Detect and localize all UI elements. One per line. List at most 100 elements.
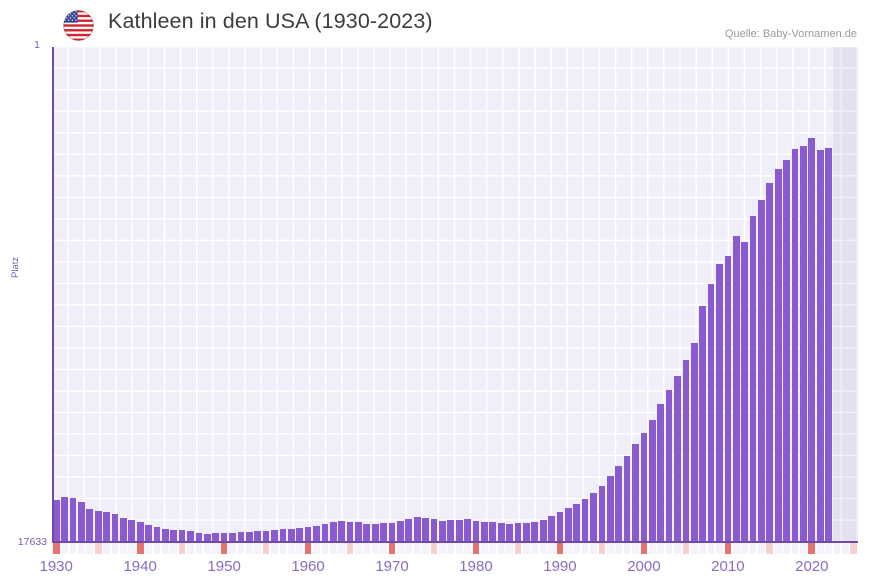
bar xyxy=(363,524,371,542)
bar xyxy=(539,519,547,542)
bar xyxy=(212,533,220,542)
bar xyxy=(489,522,497,542)
plot-area xyxy=(52,47,858,542)
bar xyxy=(287,528,295,542)
bar xyxy=(430,518,438,542)
x-tick-minor xyxy=(825,543,832,554)
x-tick-minor xyxy=(86,543,94,554)
x-tick-minor xyxy=(833,543,841,554)
bar xyxy=(111,514,119,542)
bar xyxy=(783,160,790,542)
x-tick-minor xyxy=(397,543,404,554)
x-axis-tick-label: 1950 xyxy=(207,558,241,575)
x-tick-major xyxy=(136,543,144,554)
x-tick-minor xyxy=(531,543,539,554)
bar xyxy=(397,521,404,542)
x-tick-minor xyxy=(363,543,371,554)
x-tick-minor xyxy=(741,543,748,554)
bar xyxy=(573,503,581,542)
x-tick-minor xyxy=(506,543,513,554)
bar xyxy=(237,532,245,542)
bar xyxy=(682,359,690,542)
bar xyxy=(69,498,77,542)
x-axis-tick-label: 2010 xyxy=(711,558,745,575)
bar xyxy=(271,529,278,542)
bar xyxy=(413,517,421,542)
bar xyxy=(657,404,665,542)
x-tick-major xyxy=(640,543,648,554)
x-tick-minor xyxy=(153,543,161,554)
x-tick-minor xyxy=(145,543,152,554)
x-tick-minor xyxy=(464,543,471,554)
bar xyxy=(816,150,824,542)
x-tick-minor xyxy=(355,543,362,554)
x-tick-minor xyxy=(749,543,757,554)
x-tick-minor xyxy=(128,543,136,554)
x-tick-minor xyxy=(371,543,379,554)
x-tick-minor xyxy=(481,543,488,554)
x-tick-minor xyxy=(422,543,429,554)
bar xyxy=(598,485,606,542)
x-tick-minor xyxy=(447,543,455,554)
x-tick-minor xyxy=(187,543,194,554)
bar xyxy=(514,523,522,542)
bar xyxy=(161,528,169,542)
bar xyxy=(313,526,320,542)
bar xyxy=(321,523,329,542)
x-tick-minor xyxy=(606,543,614,554)
x-tick-minor xyxy=(699,543,707,554)
bar xyxy=(136,522,144,542)
x-tick-major xyxy=(52,543,60,554)
x-tick-minor xyxy=(791,543,799,554)
x-tick-minor xyxy=(548,543,555,554)
bar xyxy=(732,236,740,542)
bar xyxy=(741,241,748,542)
bar xyxy=(623,456,631,542)
x-tick-minor xyxy=(564,543,572,554)
x-tick-minor xyxy=(657,543,665,554)
x-tick-half xyxy=(850,543,858,554)
bar xyxy=(774,168,782,542)
x-tick-minor xyxy=(590,543,597,554)
x-tick-minor xyxy=(497,543,505,554)
x-tick-minor xyxy=(842,543,849,554)
x-tick-minor xyxy=(170,543,178,554)
bar xyxy=(690,342,698,542)
bar xyxy=(464,518,471,542)
bar-series xyxy=(52,47,858,542)
bar xyxy=(61,496,68,542)
bar xyxy=(245,531,253,542)
x-tick-minor xyxy=(279,543,287,554)
x-tick-minor xyxy=(237,543,245,554)
y-axis-tick-top: 1 xyxy=(34,39,40,51)
bar xyxy=(665,390,673,542)
x-tick-major xyxy=(556,543,564,554)
x-axis-tick-label: 1990 xyxy=(543,558,577,575)
x-tick-minor xyxy=(229,543,236,554)
bar xyxy=(523,522,530,542)
x-tick-half xyxy=(346,543,354,554)
x-tick-major xyxy=(220,543,228,554)
bar xyxy=(564,507,572,542)
x-tick-minor xyxy=(439,543,446,554)
bar xyxy=(716,264,723,542)
bar xyxy=(766,182,774,542)
x-tick-minor xyxy=(120,543,127,554)
x-axis-line xyxy=(52,541,858,543)
x-tick-minor xyxy=(161,543,169,554)
bar xyxy=(590,492,597,542)
x-tick-half xyxy=(430,543,438,554)
bar xyxy=(758,199,765,542)
x-tick-minor xyxy=(716,543,723,554)
bar xyxy=(145,524,152,542)
bar xyxy=(380,523,387,542)
bar xyxy=(153,527,161,542)
bar xyxy=(640,432,648,542)
x-tick-half xyxy=(262,543,270,554)
x-axis-tick-label: 1980 xyxy=(459,558,493,575)
x-tick-major xyxy=(304,543,312,554)
bar xyxy=(422,517,429,542)
bar xyxy=(455,519,463,542)
x-tick-minor xyxy=(405,543,413,554)
x-axis-tick-label: 1970 xyxy=(375,558,409,575)
